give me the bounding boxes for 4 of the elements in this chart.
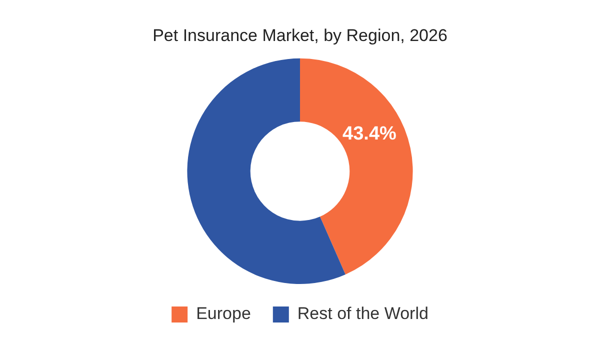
chart-title: Pet Insurance Market, by Region, 2026 — [152, 26, 448, 45]
legend-label: Rest of the World — [297, 304, 428, 324]
legend-label: Europe — [196, 304, 251, 324]
data-label: 43.4% — [342, 124, 397, 145]
